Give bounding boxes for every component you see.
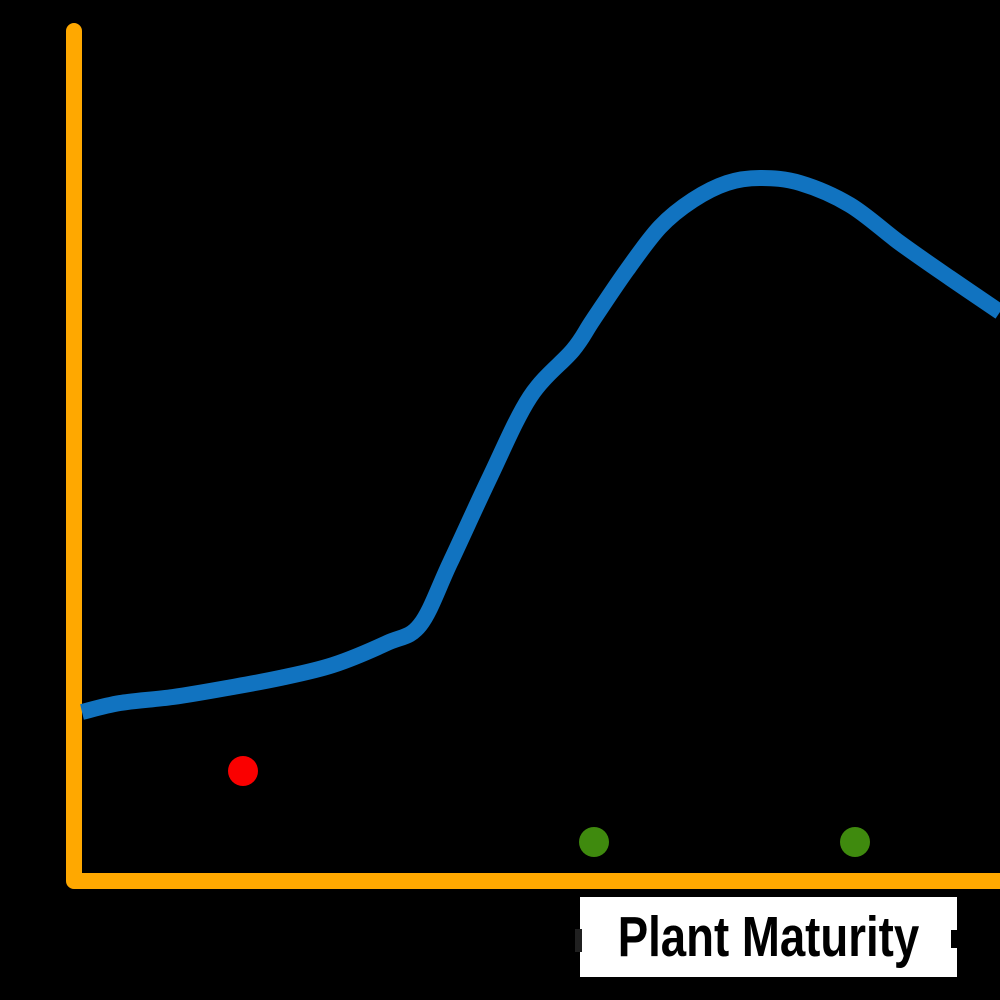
axes — [66, 23, 1000, 889]
x-axis-label: Plant Maturity — [617, 904, 920, 969]
green-point-2 — [840, 827, 870, 857]
clipped-glyph-fragment-right — [951, 930, 958, 948]
growth-curve — [80, 170, 1000, 720]
green-point-1 — [579, 827, 609, 857]
x-axis-label-box: Plant Maturity — [580, 897, 957, 977]
clipped-glyph-fragment-left — [575, 929, 582, 952]
red-point — [228, 756, 258, 786]
